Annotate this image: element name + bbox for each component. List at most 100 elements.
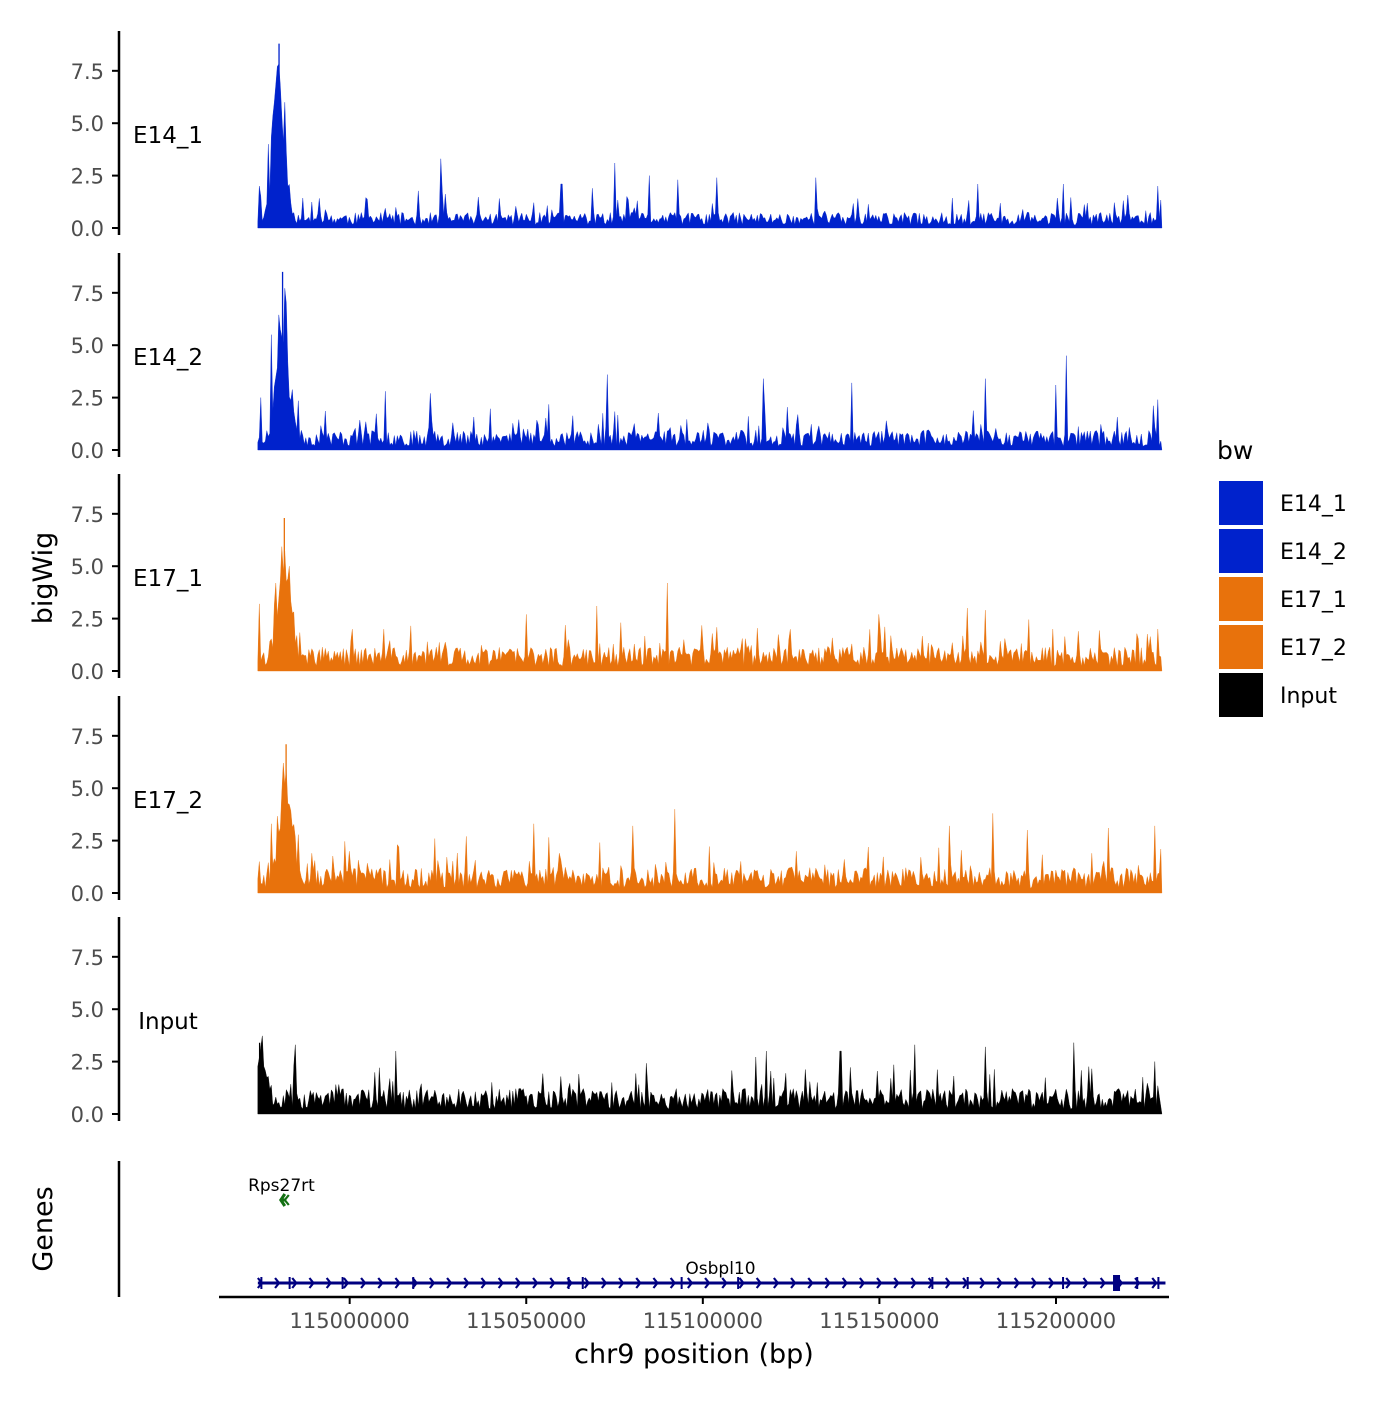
strand-chevron (738, 1277, 745, 1289)
strand-chevron (841, 1277, 849, 1289)
y-tick-label: 2.5 (71, 165, 104, 189)
exon (680, 1277, 683, 1289)
x-tick-label: 115150000 (819, 1309, 939, 1333)
strand-chevron (618, 1277, 625, 1289)
signal-area-E14_1 (257, 63, 1163, 229)
strand-chevron (463, 1277, 470, 1289)
strand-chevron (876, 1277, 883, 1289)
strand-chevron (979, 1277, 986, 1289)
legend-label: E17_1 (1280, 588, 1347, 613)
strand-chevron (910, 1277, 917, 1289)
strand-chevron (635, 1277, 642, 1289)
legend-swatch-E17_1 (1219, 577, 1263, 621)
strand-chevron (996, 1277, 1003, 1289)
strand-chevron (480, 1277, 487, 1289)
y-tick-label: 5.0 (71, 998, 104, 1022)
x-tick-label: 115050000 (466, 1309, 586, 1333)
exon (966, 1277, 969, 1289)
legend-swatch-E17_2 (1219, 625, 1263, 669)
strand-chevron (652, 1277, 659, 1289)
strand-chevron (1082, 1277, 1089, 1289)
exon (567, 1277, 570, 1289)
legend-label: E14_2 (1280, 540, 1347, 565)
strand-chevron (325, 1277, 333, 1289)
track-label: Input (138, 1009, 198, 1035)
gene-Osbpl10: Osbpl10 (256, 1259, 1166, 1291)
strand-chevron (549, 1277, 556, 1289)
track-E17_2: 0.0 2.5 5.0 7.5 E17_2 (71, 696, 1163, 906)
strand-chevron (532, 1277, 539, 1289)
strand-chevron (721, 1277, 728, 1289)
strand-chevron (497, 1277, 505, 1289)
exon (1157, 1277, 1160, 1289)
y-tick-label: 0.0 (71, 660, 104, 684)
strand-chevron (360, 1277, 367, 1289)
strand-chevron (1151, 1277, 1158, 1289)
legend: bw E14_1 E14_2 E17_1 E17_2 Input (1217, 436, 1347, 717)
strand-chevron (342, 1277, 350, 1289)
y-tick-label: 5.0 (71, 334, 104, 358)
strand-chevron (279, 1193, 287, 1207)
signal-tracks: 0.0 2.5 5.0 7.5 E14_1 0.0 2.5 5.0 7.5 E14_2 0.0 2.5… (71, 31, 1163, 1127)
y-tick-label: 2.5 (71, 608, 104, 632)
y-tick-label: 7.5 (71, 60, 104, 84)
strand-chevron (308, 1277, 315, 1289)
strand-chevron (790, 1277, 797, 1289)
legend-label: E14_1 (1280, 492, 1347, 517)
exon (581, 1277, 584, 1289)
y-tick-label: 5.0 (71, 555, 104, 579)
strand-chevron (446, 1277, 453, 1289)
y-tick-label: 2.5 (71, 387, 104, 411)
strand-chevron (1013, 1277, 1021, 1289)
strand-chevron (583, 1277, 591, 1289)
track-Input: 0.0 2.5 5.0 7.5 Input (71, 917, 1163, 1127)
y-tick-label: 5.0 (71, 777, 104, 801)
strand-chevron (394, 1277, 401, 1289)
strand-chevron (291, 1277, 298, 1289)
strand-chevron (1048, 1277, 1055, 1289)
y-tick-label: 2.5 (71, 1051, 104, 1075)
track-label: E17_2 (133, 788, 203, 814)
signal-area-E14_2 (257, 288, 1163, 451)
legend-swatch-E14_1 (1219, 481, 1263, 525)
y-tick-label: 5.0 (71, 112, 104, 136)
y-tick-label: 0.0 (71, 217, 104, 241)
strand-chevron (704, 1277, 711, 1289)
strand-chevron (772, 1277, 780, 1289)
legend-swatch-E14_2 (1219, 529, 1263, 573)
y-tick-label: 0.0 (71, 882, 104, 906)
strand-chevron (944, 1277, 952, 1289)
signal-area-E17_1 (257, 546, 1163, 672)
strand-chevron (669, 1277, 677, 1289)
x-tick-label: 115200000 (996, 1309, 1116, 1333)
strand-chevron (283, 1194, 290, 1206)
legend-label: E17_2 (1280, 636, 1347, 661)
exon (737, 1277, 740, 1289)
y-tick-label: 7.5 (71, 282, 104, 306)
strand-chevron (600, 1277, 608, 1289)
track-label: E14_2 (133, 345, 203, 371)
strand-chevron (858, 1277, 866, 1289)
y-tick-label: 7.5 (71, 946, 104, 970)
legend-title: bw (1217, 436, 1253, 465)
exon (412, 1277, 415, 1289)
exon (260, 1277, 263, 1289)
x-axis: 115000000 115050000 115100000 115150000 1152… (219, 1295, 1169, 1333)
track-E14_1: 0.0 2.5 5.0 7.5 E14_1 (71, 31, 1163, 241)
strand-chevron (514, 1277, 522, 1289)
gene-Rps27rt: Rps27rt (248, 1176, 315, 1207)
strand-chevron (1099, 1277, 1107, 1289)
strand-chevron (893, 1277, 900, 1289)
signal-area-Input (257, 1035, 1163, 1115)
exon (288, 1277, 291, 1289)
exon (1062, 1277, 1065, 1289)
y-tick-label: 0.0 (71, 1103, 104, 1127)
strand-chevron (1030, 1277, 1038, 1289)
genes-track-label: Genes (28, 1186, 59, 1271)
y-tick-label: 7.5 (71, 503, 104, 527)
y-tick-label: 7.5 (71, 725, 104, 749)
exon (1113, 1275, 1121, 1291)
x-axis-label: chr9 position (bp) (574, 1339, 814, 1370)
x-tick-label: 115100000 (643, 1309, 763, 1333)
